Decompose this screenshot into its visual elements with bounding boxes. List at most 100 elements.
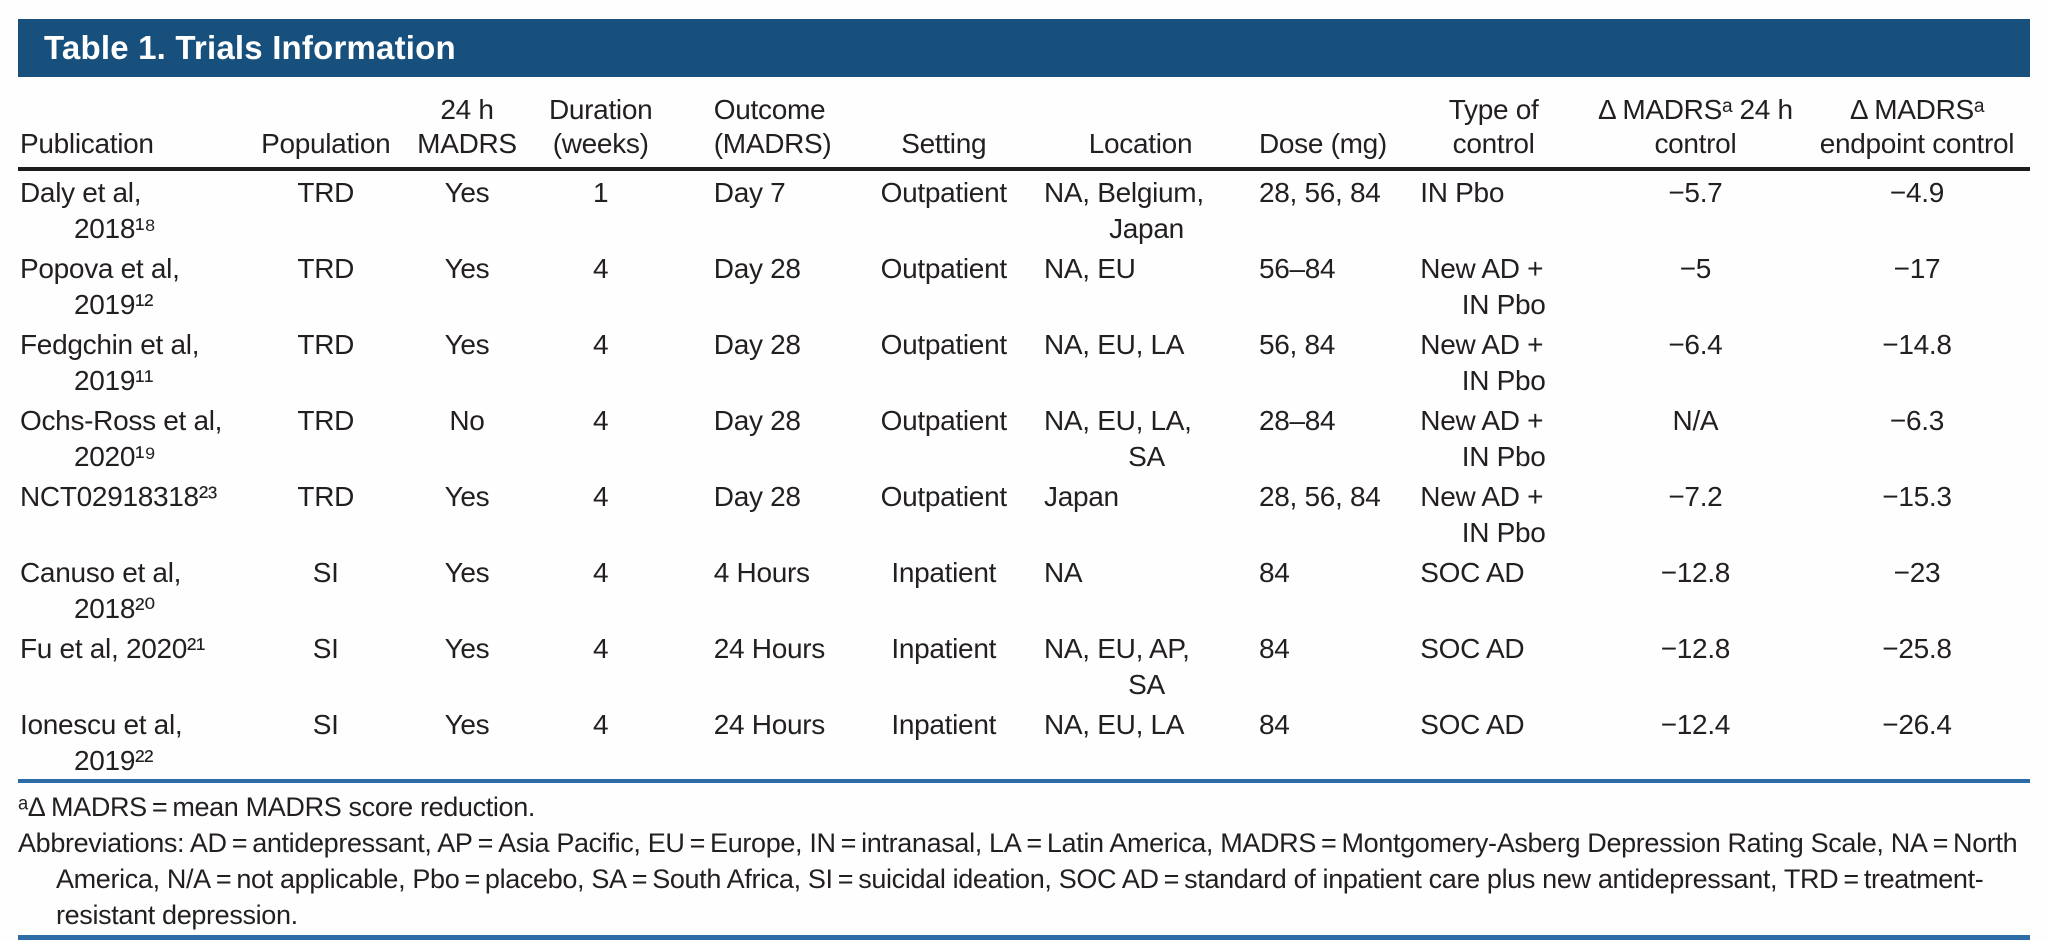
cell-setting: Inpatient [855, 551, 1032, 627]
cell-control: New AD + IN Pbo [1400, 323, 1587, 399]
table-body-bottom-rule [18, 779, 2030, 783]
cell-line: IN Pbo [1461, 365, 1546, 396]
cell-line: NA [1044, 557, 1083, 588]
cell-line: −14.8 [1882, 329, 1952, 360]
cell-control: New AD + IN Pbo [1400, 475, 1587, 551]
cell-delta24: −12.4 [1587, 703, 1804, 779]
cell-setting: Outpatient [855, 323, 1032, 399]
cell-line: −12.8 [1660, 557, 1731, 588]
cell-location: NA, EU, LA, SA [1032, 399, 1249, 475]
cell-line: New AD + [1420, 329, 1544, 360]
cell-line: 84 [1258, 557, 1290, 588]
cell-line: SOC AD [1420, 709, 1525, 740]
cell-line: −6.4 [1668, 329, 1723, 360]
cell-line: Yes [444, 481, 490, 512]
cell-line: IN Pbo [1420, 177, 1505, 208]
cell-population: SI [250, 551, 401, 627]
cell-population: TRD [250, 475, 401, 551]
header-line: Population [261, 128, 391, 159]
cell-location: NA, EU, LA [1032, 703, 1249, 779]
cell-madrs24: Yes [401, 475, 532, 551]
cell-setting: Outpatient [855, 247, 1032, 323]
cell-line: Japan [1109, 213, 1184, 244]
cell-outcome: Day 28 [669, 323, 856, 399]
cell-setting: Inpatient [855, 627, 1032, 703]
cell-line: −7.2 [1668, 481, 1723, 512]
cell-outcome: Day 7 [669, 169, 856, 247]
cell-line: New AD + [1420, 253, 1544, 284]
table-body: Daly et al, 2018¹⁸ TRD Yes 1 Day 7 Outpatient N… [18, 169, 2030, 779]
cell-line: SOC AD [1420, 633, 1525, 664]
cell-publication: Canuso et al, 2018²⁰ [18, 551, 250, 627]
cell-line: TRD [297, 405, 355, 436]
cell-line: Outpatient [880, 253, 1008, 284]
cell-line: NA, EU, AP, [1044, 633, 1190, 664]
cell-duration: 4 [533, 323, 669, 399]
cell-line: 56, 84 [1258, 329, 1336, 360]
footnote-a: ᵃΔ MADRS = mean MADRS score reduction. [18, 792, 536, 822]
cell-delta24: −7.2 [1587, 475, 1804, 551]
cell-line: Outpatient [880, 481, 1008, 512]
cell-line: NA, EU, LA [1044, 709, 1185, 740]
cell-population: TRD [250, 399, 401, 475]
cell-line: TRD [297, 481, 355, 512]
cell-dose: 84 [1249, 627, 1400, 703]
cell-line: NA, EU, LA, [1044, 405, 1192, 436]
cell-dose: 28, 56, 84 [1249, 169, 1400, 247]
table-title: Table 1. Trials Information [44, 29, 456, 66]
cell-outcome: Day 28 [669, 475, 856, 551]
cell-line: 2018²⁰ [74, 593, 156, 624]
cell-deltaEnd: −14.8 [1804, 323, 2030, 399]
cell-line: Outpatient [880, 405, 1008, 436]
cell-line: 2018¹⁸ [74, 213, 156, 244]
cell-outcome: Day 28 [669, 247, 856, 323]
cell-line: Fu et al, 2020²¹ [20, 633, 206, 664]
cell-line: −25.8 [1882, 633, 1952, 664]
cell-population: TRD [250, 169, 401, 247]
cell-duration: 4 [533, 247, 669, 323]
cell-line: Fedgchin et al, [20, 329, 200, 360]
cell-line: New AD + [1420, 405, 1544, 436]
cell-dose: 28, 56, 84 [1249, 475, 1400, 551]
header-line: Setting [901, 128, 987, 159]
cell-line: Yes [444, 557, 490, 588]
cell-line: −5.7 [1668, 177, 1723, 208]
cell-madrs24: No [401, 399, 532, 475]
table-bottom-rule [18, 935, 2030, 940]
cell-line: 4 [593, 557, 609, 588]
cell-deltaEnd: −4.9 [1804, 169, 2030, 247]
cell-line: Inpatient [891, 709, 997, 740]
cell-line: N/A [1672, 405, 1719, 436]
cell-line: −23 [1893, 557, 1941, 588]
header-madrs24: 24 h MADRS [401, 77, 533, 171]
cell-line: Popova et al, [20, 253, 180, 284]
cell-line: −15.3 [1882, 481, 1952, 512]
cell-line: 4 [593, 253, 609, 284]
table-row: Ionescu et al, 2019²² SI Yes 4 24 Hours Inpati… [18, 703, 2030, 779]
cell-line: −26.4 [1882, 709, 1952, 740]
cell-deltaEnd: −26.4 [1804, 703, 2030, 779]
header-line: endpoint control [1819, 128, 2015, 159]
cell-duration: 4 [533, 475, 669, 551]
cell-line: Outpatient [880, 177, 1008, 208]
table-row: Popova et al, 2019¹² TRD Yes 4 Day 28 Outpatie… [18, 247, 2030, 323]
table-row: Daly et al, 2018¹⁸ TRD Yes 1 Day 7 Outpatient N… [18, 169, 2030, 247]
cell-line: 28, 56, 84 [1258, 481, 1381, 512]
cell-location: NA, EU, AP, SA [1032, 627, 1249, 703]
cell-duration: 4 [533, 551, 669, 627]
header-line: Dose (mg) [1258, 128, 1387, 159]
table-row: Fedgchin et al, 2019¹¹ TRD Yes 4 Day 28 Outpat… [18, 323, 2030, 399]
footnote-abbreviations: Abbreviations: AD = antidepressant, AP =… [18, 828, 2018, 930]
cell-line: 4 [593, 481, 609, 512]
cell-delta24: −6.4 [1587, 323, 1804, 399]
cell-madrs24: Yes [401, 551, 532, 627]
cell-line: −12.4 [1660, 709, 1731, 740]
cell-line: Day 28 [713, 253, 801, 284]
header-line: 24 h [440, 94, 494, 125]
cell-dose: 56, 84 [1249, 323, 1400, 399]
cell-line: Yes [444, 253, 490, 284]
cell-deltaEnd: −6.3 [1804, 399, 2030, 475]
cell-line: Day 28 [713, 481, 801, 512]
cell-line: 56–84 [1258, 253, 1336, 284]
